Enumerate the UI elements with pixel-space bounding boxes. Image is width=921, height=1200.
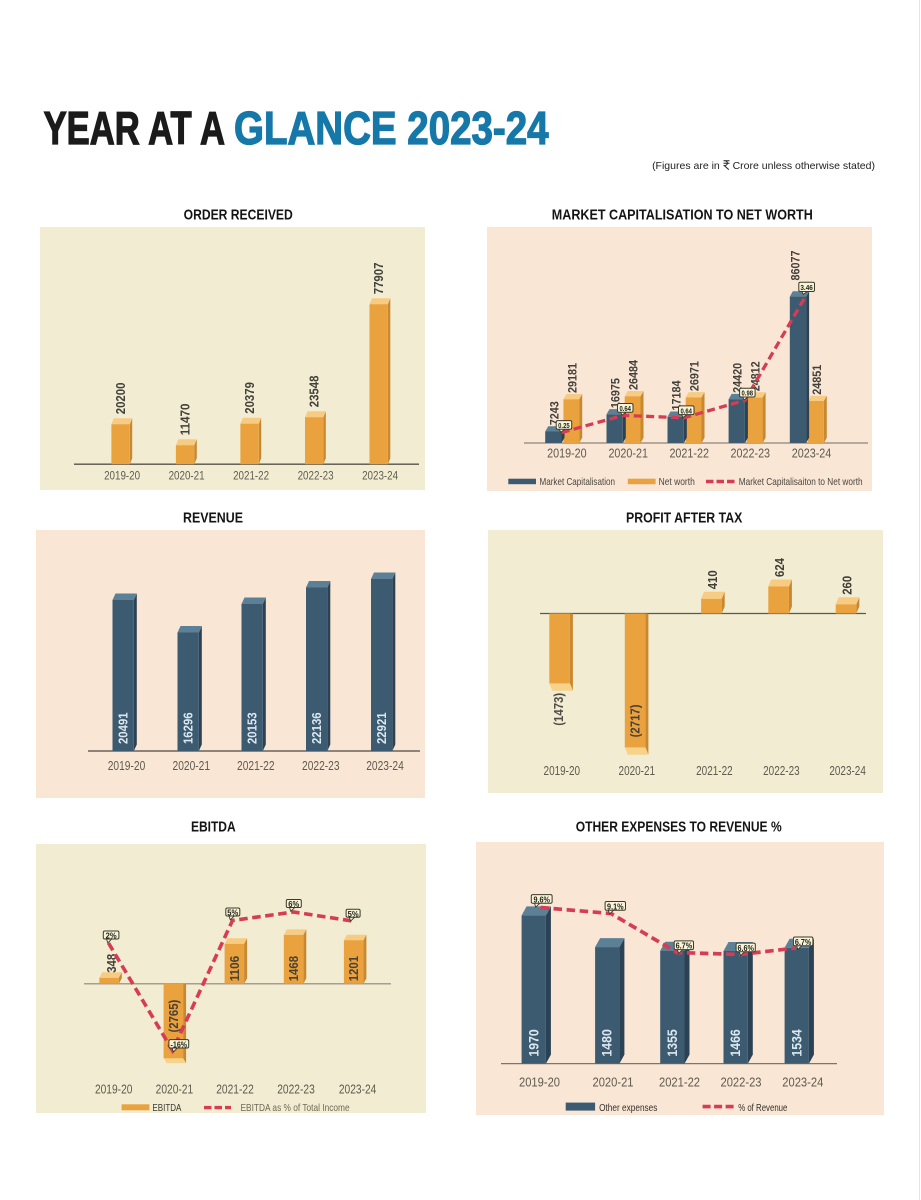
svg-text:2023-24: 2023-24 [829,764,866,778]
svg-text:0.25: 0.25 [558,421,570,430]
svg-text:24812: 24812 [749,361,763,391]
svg-text:2%: 2% [106,931,117,941]
svg-text:17184: 17184 [670,380,684,410]
svg-text:2023-24: 2023-24 [782,1075,823,1090]
svg-text:86077: 86077 [788,250,802,280]
svg-text:1534: 1534 [789,1029,804,1057]
svg-text:16975: 16975 [609,378,623,408]
svg-text:2021-22: 2021-22 [237,759,275,773]
svg-text:6.7%: 6.7% [795,937,812,947]
svg-text:EBITDA: EBITDA [152,1102,181,1113]
svg-text:MARKET CAPITALISATION TO NET W: MARKET CAPITALISATION TO NET WORTH [552,207,813,224]
svg-text:5%: 5% [227,908,238,918]
svg-text:1355: 1355 [665,1029,680,1057]
svg-text:1970: 1970 [526,1029,541,1056]
svg-text:7243: 7243 [547,401,561,425]
svg-text:2019-20: 2019-20 [519,1075,560,1090]
svg-text:9.1%: 9.1% [607,901,624,911]
svg-text:1466: 1466 [728,1029,743,1057]
svg-text:EBITDA: EBITDA [191,819,236,836]
svg-text:2020-21: 2020-21 [156,1083,194,1097]
svg-text:EBITDA as % of Total Income: EBITDA as % of Total Income [241,1102,350,1113]
svg-text:(1473): (1473) [551,693,566,726]
svg-text:2021-22: 2021-22 [696,764,733,778]
svg-text:PROFIT AFTER TAX: PROFIT AFTER TAX [626,510,742,527]
svg-text:3.46: 3.46 [800,283,813,292]
svg-text:Market Capitalisaiton to Net w: Market Capitalisaiton to Net worth [739,476,863,488]
svg-text:1468: 1468 [286,956,301,981]
svg-text:20379: 20379 [242,382,257,414]
svg-text:2022-23: 2022-23 [763,764,800,778]
svg-text:GLANCE 2023-24: GLANCE 2023-24 [234,102,549,154]
svg-text:2023-24: 2023-24 [362,469,398,483]
svg-text:2023-24: 2023-24 [792,447,832,461]
svg-text:2023-24: 2023-24 [339,1083,377,1097]
svg-text:20153: 20153 [245,712,260,744]
svg-text:1201: 1201 [346,956,361,981]
svg-text:2020-21: 2020-21 [593,1075,634,1090]
svg-text:0.98: 0.98 [742,389,754,398]
svg-text:2021-22: 2021-22 [659,1075,700,1090]
svg-text:24420: 24420 [731,363,745,393]
svg-text:22136: 22136 [309,712,324,744]
svg-text:6.6%: 6.6% [737,943,754,953]
svg-text:6.7%: 6.7% [676,941,693,951]
svg-text:260: 260 [840,576,855,595]
svg-text:624: 624 [772,557,787,577]
svg-text:2021-22: 2021-22 [669,447,709,461]
svg-text:11470: 11470 [178,404,193,436]
svg-text:Other expenses: Other expenses [599,1102,657,1114]
svg-text:23548: 23548 [307,376,322,408]
svg-text:1106: 1106 [227,956,242,981]
svg-text:20491: 20491 [116,712,131,744]
svg-text:2022-23: 2022-23 [277,1083,315,1097]
svg-text:(2717): (2717) [628,704,643,737]
svg-text:Market Capitalisation: Market Capitalisation [540,476,616,488]
svg-text:-16%: -16% [171,1039,188,1049]
svg-text:22921: 22921 [374,712,389,744]
svg-text:9.6%: 9.6% [533,895,550,905]
svg-text:ORDER RECEIVED: ORDER RECEIVED [184,207,293,224]
svg-text:2022-23: 2022-23 [721,1075,762,1090]
svg-text:2020-21: 2020-21 [169,469,205,483]
svg-text:OTHER EXPENSES TO REVENUE %: OTHER EXPENSES TO REVENUE % [576,819,782,836]
svg-text:2022-23: 2022-23 [302,759,340,773]
svg-text:0.64: 0.64 [619,404,631,413]
svg-text:5%: 5% [348,909,359,919]
svg-text:2020-21: 2020-21 [608,447,648,461]
svg-text:29181: 29181 [565,363,579,393]
svg-text:0.64: 0.64 [680,406,692,415]
svg-text:24851: 24851 [810,364,824,394]
svg-text:20200: 20200 [113,383,128,415]
svg-text:6%: 6% [288,899,299,909]
svg-text:348: 348 [104,954,119,973]
svg-text:YEAR AT A: YEAR AT A [44,102,225,154]
svg-text:(2765): (2765) [166,1000,181,1033]
svg-text:Net worth: Net worth [659,476,695,488]
svg-text:2022-23: 2022-23 [731,447,771,461]
svg-text:2019-20: 2019-20 [547,447,587,461]
svg-text:26484: 26484 [627,360,641,390]
svg-text:26971: 26971 [688,361,702,391]
svg-text:2019-20: 2019-20 [108,759,146,773]
svg-text:77907: 77907 [371,263,386,295]
svg-text:16296: 16296 [181,712,196,744]
svg-text:REVENUE: REVENUE [183,510,243,527]
svg-text:2020-21: 2020-21 [619,764,656,778]
svg-text:2023-24: 2023-24 [366,759,404,773]
svg-text:410: 410 [705,570,720,589]
svg-text:1480: 1480 [600,1029,615,1056]
svg-text:2020-21: 2020-21 [173,759,211,773]
svg-text:2021-22: 2021-22 [216,1083,254,1097]
svg-text:2021-22: 2021-22 [233,469,269,483]
svg-text:2019-20: 2019-20 [544,764,581,778]
svg-text:% of Revenue: % of Revenue [738,1102,787,1114]
svg-text:2019-20: 2019-20 [104,469,140,483]
svg-text:2022-23: 2022-23 [298,469,334,483]
svg-text:2019-20: 2019-20 [95,1083,133,1097]
